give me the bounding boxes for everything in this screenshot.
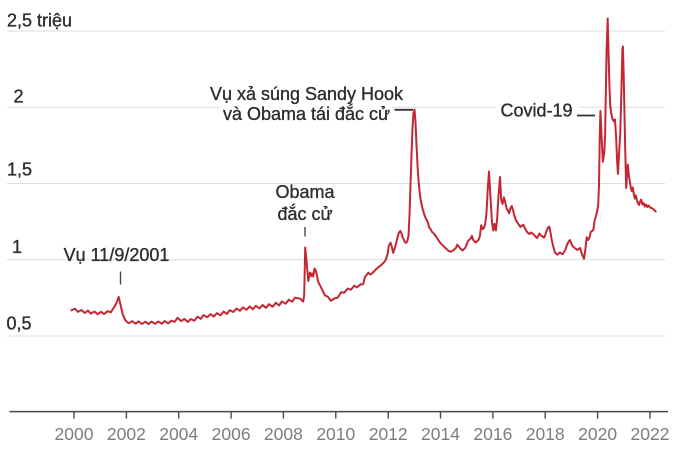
svg-text:và Obama tái đắc cử: và Obama tái đắc cử bbox=[223, 103, 390, 124]
svg-text:2016: 2016 bbox=[473, 424, 512, 444]
svg-text:2018: 2018 bbox=[526, 424, 565, 444]
svg-text:2006: 2006 bbox=[212, 424, 251, 444]
svg-text:0,5: 0,5 bbox=[6, 314, 31, 334]
svg-text:2002: 2002 bbox=[107, 424, 146, 444]
svg-text:2012: 2012 bbox=[369, 424, 408, 444]
svg-text:2010: 2010 bbox=[316, 424, 355, 444]
svg-text:Vụ 11/9/2001: Vụ 11/9/2001 bbox=[64, 245, 170, 265]
svg-text:đắc cử: đắc cử bbox=[277, 203, 332, 224]
svg-text:2004: 2004 bbox=[159, 424, 198, 444]
svg-text:2000: 2000 bbox=[55, 424, 94, 444]
svg-text:2008: 2008 bbox=[264, 424, 303, 444]
svg-text:Covid-19: Covid-19 bbox=[501, 101, 573, 121]
svg-text:Vụ xả súng Sandy Hook: Vụ xả súng Sandy Hook bbox=[210, 84, 404, 104]
svg-text:2,5 triệu: 2,5 triệu bbox=[7, 11, 72, 31]
svg-text:2014: 2014 bbox=[421, 424, 460, 444]
svg-text:2022: 2022 bbox=[631, 424, 670, 444]
svg-text:Obama: Obama bbox=[275, 182, 335, 202]
svg-text:1: 1 bbox=[12, 237, 22, 257]
svg-text:2020: 2020 bbox=[578, 424, 617, 444]
svg-text:2: 2 bbox=[13, 87, 23, 107]
svg-text:1,5: 1,5 bbox=[7, 160, 32, 180]
